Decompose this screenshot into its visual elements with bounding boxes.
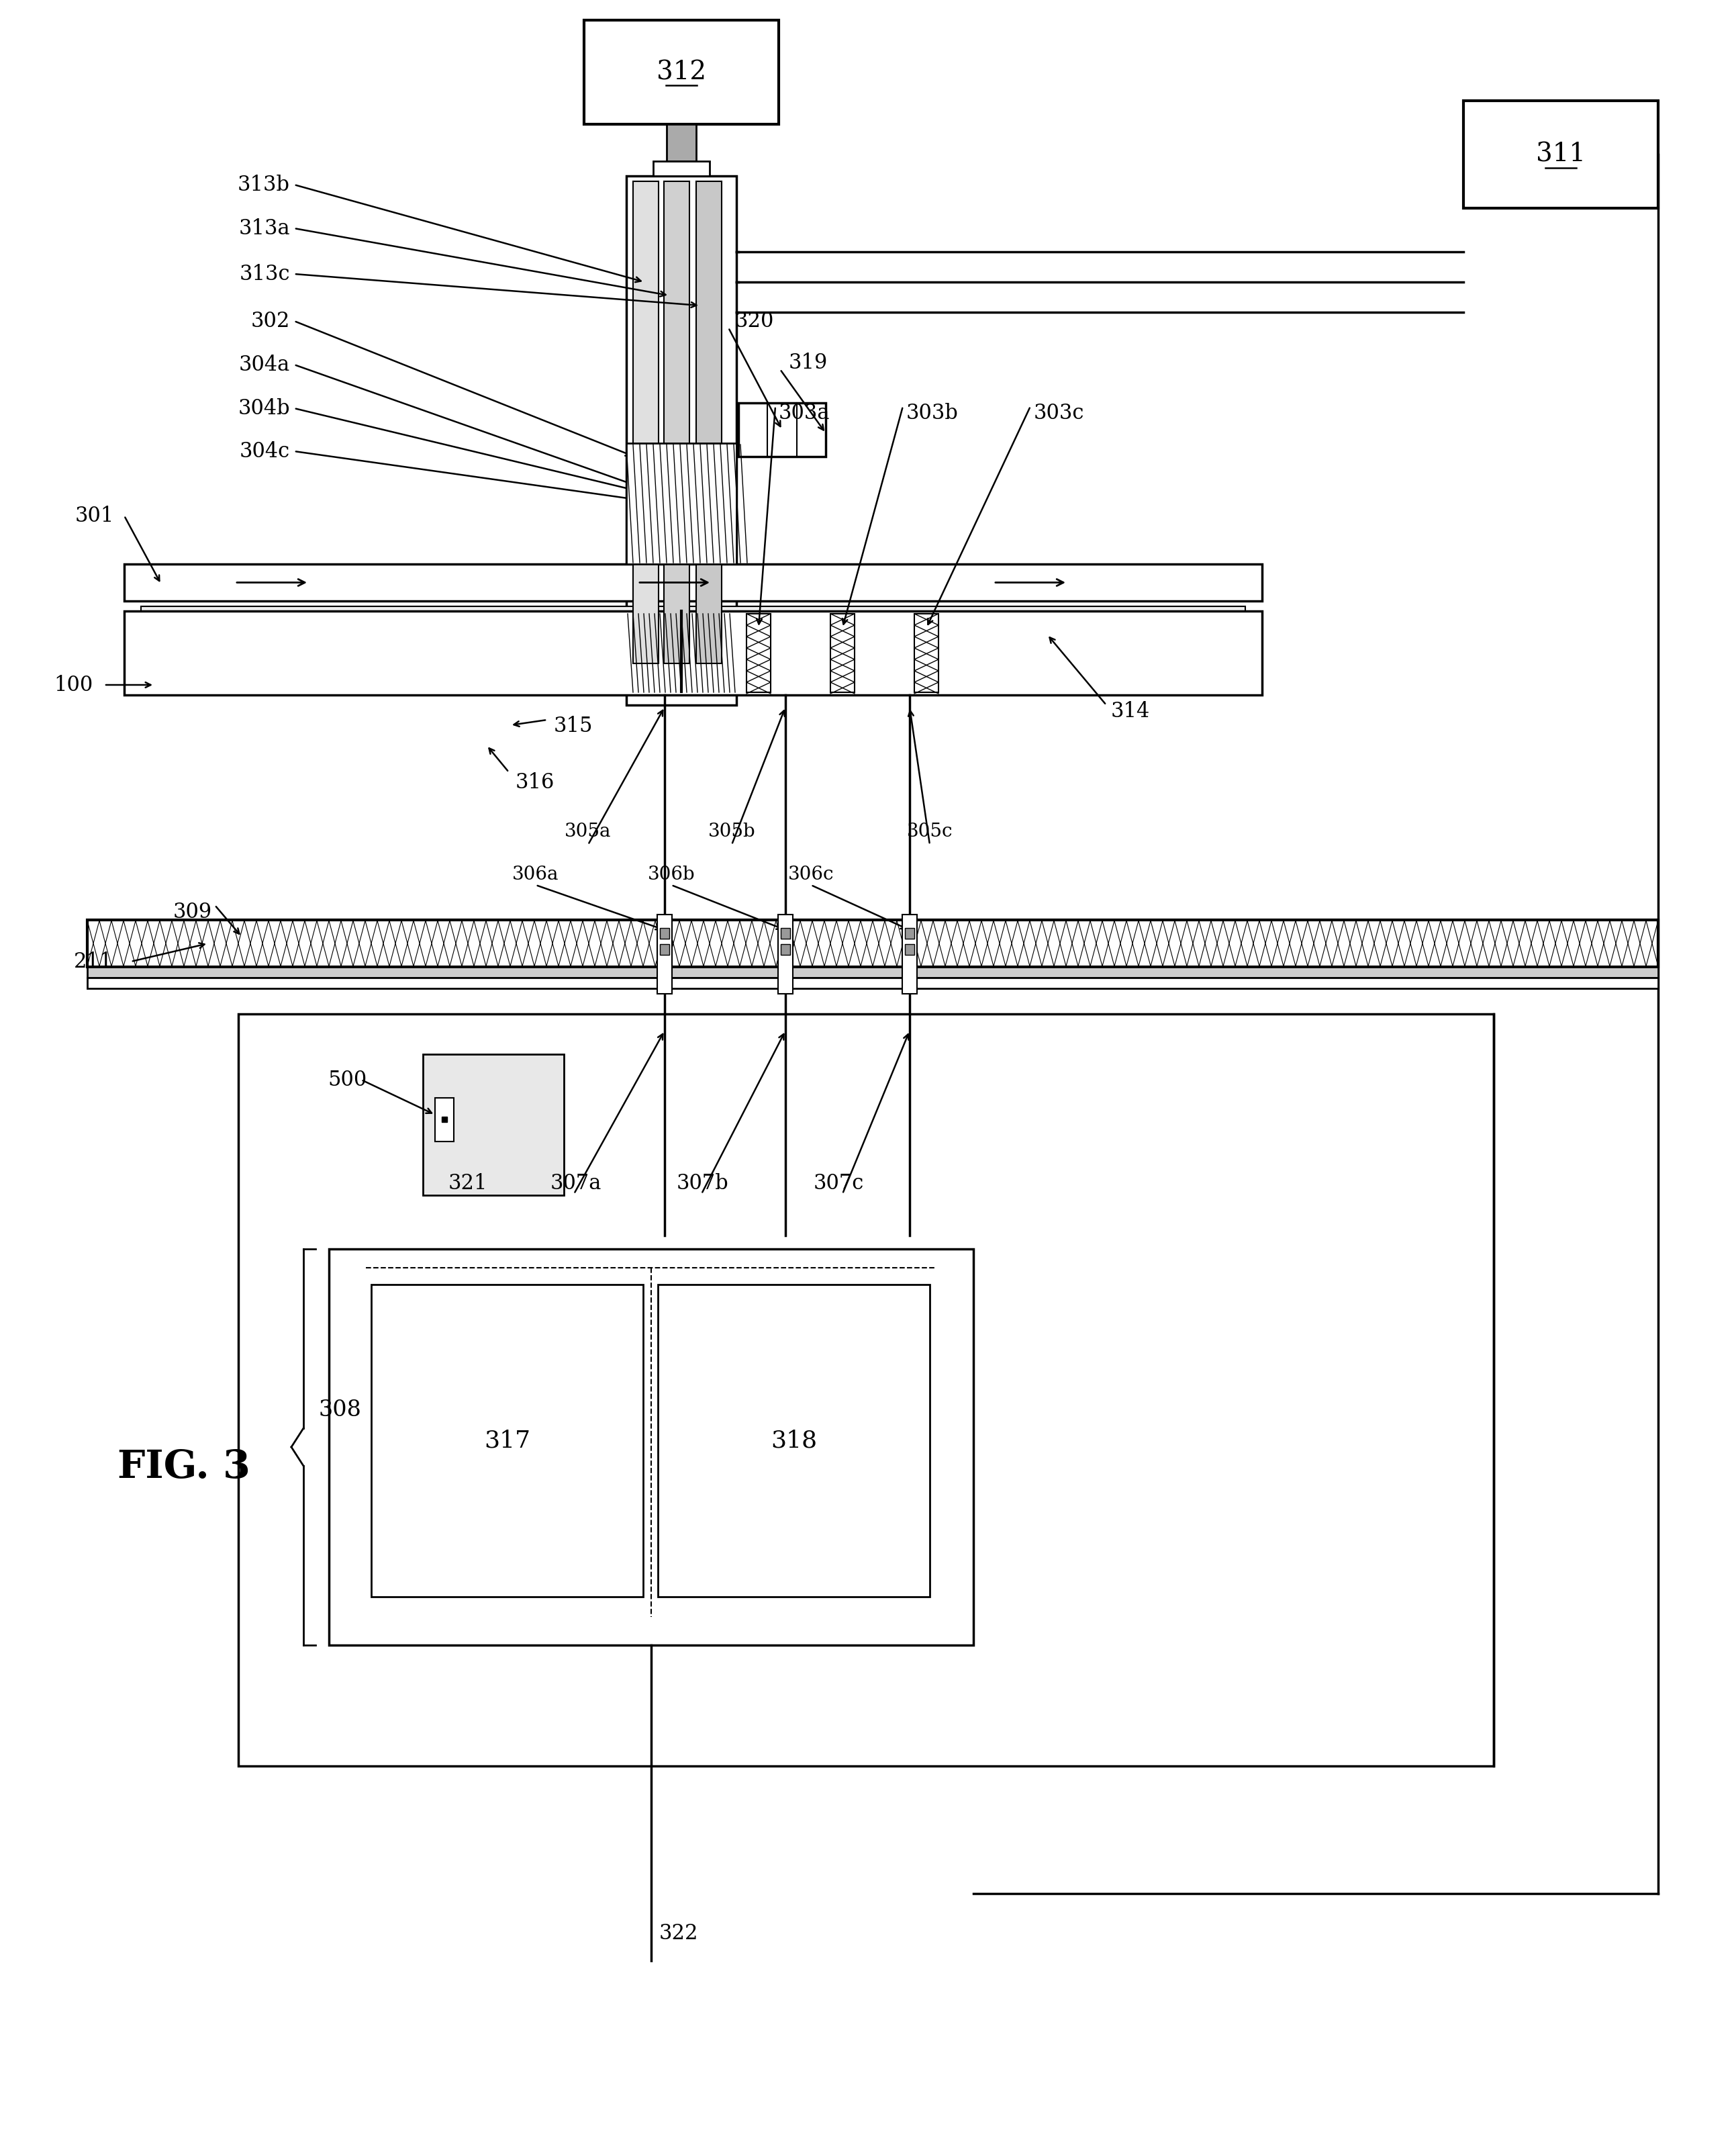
Text: 318: 318 — [771, 1430, 818, 1453]
Text: 306b: 306b — [648, 865, 694, 884]
Bar — [746, 614, 771, 693]
Text: 314: 314 — [1111, 702, 1151, 721]
Text: 304a: 304a — [240, 355, 290, 374]
Bar — [778, 914, 793, 993]
Text: 311: 311 — [1536, 141, 1585, 167]
Bar — [627, 175, 736, 704]
Bar — [660, 929, 670, 939]
Bar — [904, 944, 915, 954]
Bar — [424, 1055, 564, 1196]
Text: 302: 302 — [250, 310, 290, 332]
Text: 309: 309 — [174, 901, 212, 922]
Bar — [141, 606, 1245, 616]
Text: 322: 322 — [660, 1924, 698, 1945]
Bar — [87, 967, 1658, 978]
Text: 304c: 304c — [240, 441, 290, 462]
Text: 308: 308 — [319, 1400, 361, 1421]
Bar — [583, 19, 779, 124]
Bar — [125, 565, 1262, 601]
Text: 307a: 307a — [550, 1173, 602, 1194]
Text: 313b: 313b — [238, 173, 290, 195]
Bar — [627, 443, 736, 565]
Bar — [658, 1284, 930, 1596]
Bar — [667, 124, 696, 160]
Text: 319: 319 — [788, 353, 828, 372]
Text: 306a: 306a — [512, 865, 559, 884]
Bar — [634, 182, 658, 663]
Bar — [663, 182, 689, 663]
Text: 316: 316 — [516, 773, 556, 792]
Bar — [238, 1014, 1493, 1765]
Bar — [738, 402, 826, 456]
Bar — [696, 182, 722, 663]
Text: 305c: 305c — [906, 822, 953, 841]
Bar — [830, 614, 854, 693]
Text: 305a: 305a — [564, 822, 611, 841]
Bar — [781, 929, 790, 939]
Bar — [915, 614, 939, 693]
Text: 313c: 313c — [240, 263, 290, 285]
Text: 307b: 307b — [677, 1173, 729, 1194]
Text: 306c: 306c — [788, 865, 833, 884]
Text: 500: 500 — [328, 1070, 366, 1089]
Bar — [658, 914, 672, 993]
Bar — [904, 929, 915, 939]
Text: 303a: 303a — [779, 402, 830, 424]
Bar — [1463, 101, 1658, 208]
Text: 313a: 313a — [238, 218, 290, 240]
Bar — [660, 944, 670, 954]
Text: 211: 211 — [75, 950, 113, 972]
Bar — [328, 1250, 974, 1646]
Text: 307c: 307c — [814, 1173, 865, 1194]
Bar — [141, 621, 1245, 629]
Text: 301: 301 — [75, 505, 115, 526]
Bar — [903, 914, 917, 993]
Text: 312: 312 — [656, 60, 707, 86]
Text: 317: 317 — [484, 1430, 529, 1453]
Text: 305b: 305b — [708, 822, 755, 841]
Text: 303b: 303b — [906, 402, 958, 424]
Text: FIG. 3: FIG. 3 — [118, 1449, 250, 1485]
Bar — [87, 978, 1658, 989]
Text: 320: 320 — [734, 310, 774, 332]
Text: 304b: 304b — [238, 398, 290, 419]
Bar — [436, 1098, 453, 1141]
Text: 100: 100 — [54, 674, 92, 696]
Bar — [125, 612, 1262, 696]
Text: 303c: 303c — [1035, 402, 1085, 424]
Bar — [372, 1284, 642, 1596]
Text: 315: 315 — [554, 717, 594, 736]
Bar — [781, 944, 790, 954]
Text: 321: 321 — [448, 1173, 488, 1194]
Bar — [653, 160, 710, 175]
Bar — [87, 920, 1658, 967]
